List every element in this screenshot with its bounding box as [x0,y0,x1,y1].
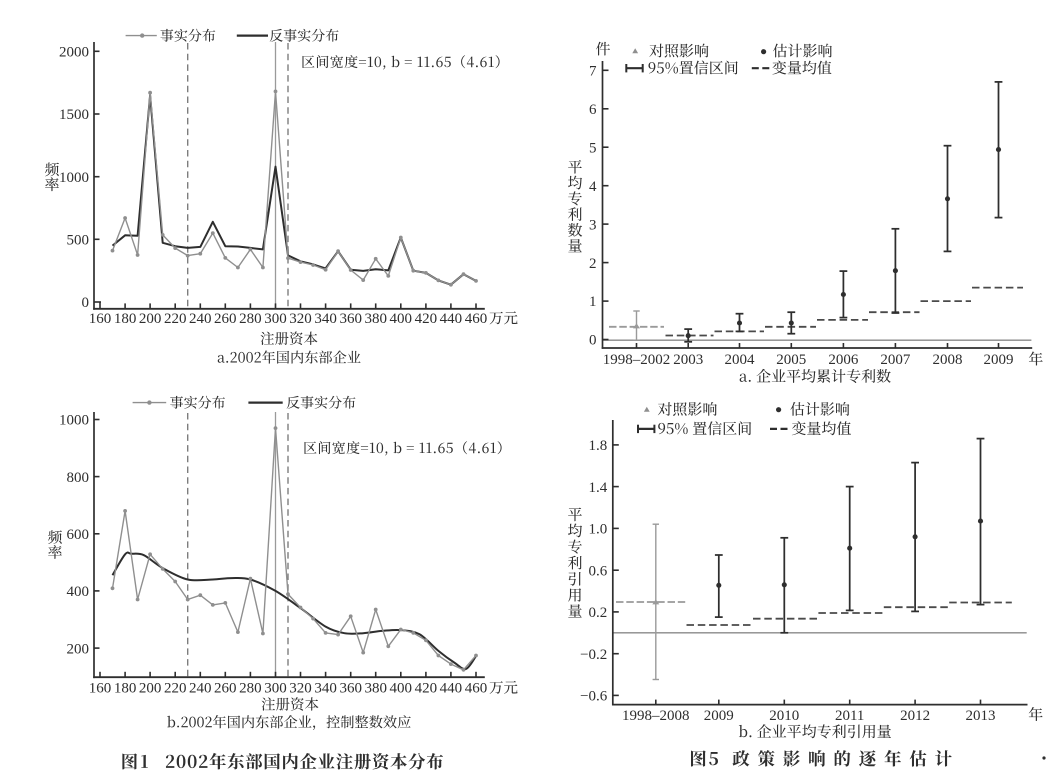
svg-text:340: 340 [314,681,337,697]
svg-text:800: 800 [67,470,90,486]
svg-text:360: 360 [339,681,362,697]
svg-text:2011: 2011 [835,708,864,724]
svg-text:220: 220 [164,681,187,697]
svg-text:1: 1 [589,294,597,310]
svg-text:280: 280 [239,681,262,697]
svg-text:1500: 1500 [59,107,89,123]
svg-text:400: 400 [67,584,90,600]
svg-text:1998–2008: 1998–2008 [622,708,690,724]
svg-text:2: 2 [589,256,597,272]
svg-text:2009: 2009 [984,352,1014,368]
svg-text:240: 240 [189,681,212,697]
svg-text:260: 260 [214,311,237,327]
svg-text:−0.2: −0.2 [580,647,607,663]
svg-text:0.6: 0.6 [589,563,608,579]
svg-text:160: 160 [89,681,112,697]
svg-text:2007: 2007 [880,352,911,368]
svg-text:−0.6: −0.6 [580,689,608,705]
svg-text:2013: 2013 [966,708,996,724]
svg-text:200: 200 [139,311,162,327]
svg-text:380: 380 [364,311,387,327]
svg-text:340: 340 [314,311,337,327]
svg-text:500: 500 [67,233,90,249]
svg-text:180: 180 [114,681,137,697]
svg-text:380: 380 [364,681,387,697]
svg-text:240: 240 [189,311,212,327]
svg-text:320: 320 [289,681,312,697]
svg-text:5: 5 [589,140,597,156]
svg-text:1000: 1000 [59,413,89,429]
svg-text:2006: 2006 [828,352,859,368]
svg-text:1000: 1000 [59,170,89,186]
svg-text:2012: 2012 [900,708,930,724]
svg-text:2005: 2005 [776,352,806,368]
svg-text:0.2: 0.2 [589,605,608,621]
svg-text:420: 420 [415,311,438,327]
svg-text:200: 200 [67,641,90,657]
svg-text:400: 400 [390,311,413,327]
svg-text:260: 260 [214,681,237,697]
svg-text:2009: 2009 [704,708,734,724]
svg-text:7: 7 [589,64,597,80]
svg-text:0: 0 [82,295,90,311]
svg-text:1.0: 1.0 [589,522,608,538]
svg-text:440: 440 [440,681,463,697]
svg-text:2003: 2003 [673,352,703,368]
svg-text:280: 280 [239,311,262,327]
svg-text:320: 320 [289,311,312,327]
svg-text:4: 4 [589,179,597,195]
svg-text:360: 360 [339,311,362,327]
svg-text:1998–2002: 1998–2002 [603,352,671,368]
svg-text:180: 180 [114,311,137,327]
svg-text:2004: 2004 [725,352,756,368]
svg-text:460: 460 [465,681,488,697]
svg-text:220: 220 [164,311,187,327]
svg-text:400: 400 [390,681,413,697]
svg-text:460: 460 [465,311,488,327]
svg-text:1.8: 1.8 [589,438,608,454]
svg-text:0: 0 [589,333,597,349]
svg-text:2010: 2010 [769,708,799,724]
svg-text:160: 160 [89,311,112,327]
svg-text:1.4: 1.4 [589,480,608,496]
svg-text:3: 3 [589,217,597,233]
svg-text:420: 420 [415,681,438,697]
svg-text:300: 300 [264,681,287,697]
svg-text:440: 440 [440,311,463,327]
svg-text:200: 200 [139,681,162,697]
svg-text:2000: 2000 [59,45,89,61]
svg-text:600: 600 [67,527,90,543]
svg-text:300: 300 [264,311,287,327]
svg-text:2008: 2008 [933,352,963,368]
svg-text:6: 6 [589,102,597,118]
